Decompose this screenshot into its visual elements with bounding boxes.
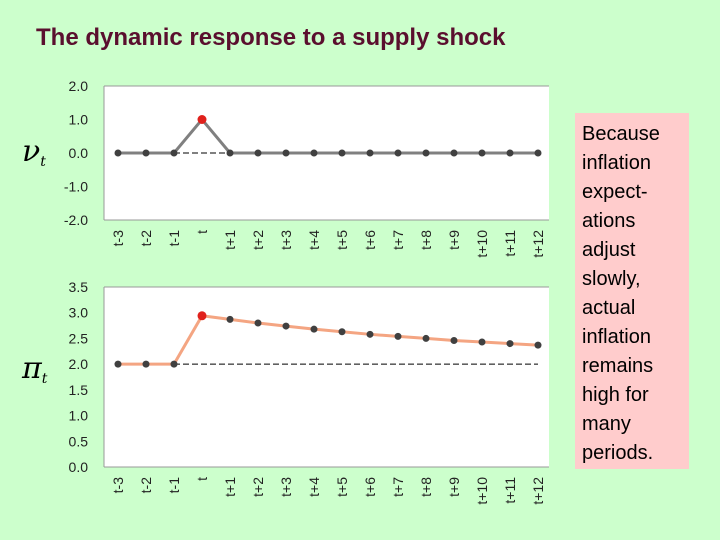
x-tick-label: t+7 bbox=[390, 477, 406, 497]
data-point bbox=[478, 149, 486, 157]
x-tick-label: t+9 bbox=[446, 477, 462, 497]
x-tick-label: t+2 bbox=[250, 477, 266, 497]
x-tick-label: t+11 bbox=[502, 477, 518, 504]
data-point bbox=[310, 325, 318, 333]
data-point bbox=[142, 149, 150, 157]
y-tick-label: 2.5 bbox=[69, 330, 89, 346]
x-tick-label: t+3 bbox=[278, 477, 294, 497]
x-tick-label: t bbox=[194, 230, 210, 234]
data-point bbox=[254, 149, 262, 157]
highlight-point bbox=[197, 115, 207, 124]
explanation-note: Because inflation expect- ations adjust … bbox=[575, 113, 689, 469]
data-point bbox=[170, 360, 178, 368]
data-point bbox=[282, 322, 290, 330]
inflation-chart: 3.5 3.0 2.5 2.0 1.5 1.0 0.5 0.0 t-3 t-2 t-1 t t+1 t+2… bbox=[21, 279, 549, 505]
shock-chart: 2.0 1.0 0.0 -1.0 -2.0 t-3 t-2 t-1 t t+1 t+2 t+3 t+4 t… bbox=[22, 78, 549, 258]
x-tick-label: t+10 bbox=[474, 230, 490, 258]
data-point bbox=[254, 319, 262, 327]
y-axis-symbol: νt bbox=[22, 134, 46, 170]
data-point bbox=[422, 149, 430, 157]
y-tick-label: 3.0 bbox=[69, 305, 89, 321]
data-point bbox=[310, 149, 318, 157]
data-point bbox=[226, 149, 234, 157]
y-tick-label: 0.0 bbox=[69, 459, 89, 475]
data-point bbox=[394, 332, 402, 340]
series-line bbox=[118, 314, 539, 366]
x-tick-label: t+10 bbox=[474, 477, 490, 505]
data-point bbox=[506, 149, 514, 157]
x-tick-label: t+5 bbox=[334, 477, 350, 497]
x-tick-label: t+4 bbox=[306, 477, 322, 497]
data-point bbox=[534, 341, 542, 349]
y-tick-label: 1.5 bbox=[69, 382, 89, 398]
y-tick-label: 3.5 bbox=[69, 279, 89, 295]
x-tick-label: t-1 bbox=[166, 230, 182, 247]
highlight-point bbox=[197, 311, 207, 321]
x-tick-label: t bbox=[194, 477, 210, 481]
x-tick-label: t-3 bbox=[110, 230, 126, 247]
y-tick-label: 1.0 bbox=[69, 408, 89, 424]
x-tick-label: t-2 bbox=[138, 230, 154, 247]
x-tick-label: t+8 bbox=[418, 230, 434, 250]
y-tick-label: 2.0 bbox=[69, 78, 89, 94]
data-point bbox=[450, 336, 458, 344]
data-point bbox=[506, 340, 514, 348]
data-point bbox=[114, 360, 122, 368]
data-point bbox=[478, 338, 486, 346]
data-point bbox=[450, 149, 458, 157]
x-tick-label: t+4 bbox=[306, 230, 322, 250]
data-point bbox=[114, 149, 122, 157]
data-point bbox=[338, 328, 346, 336]
data-point bbox=[366, 149, 374, 157]
data-point bbox=[338, 149, 346, 157]
y-tick-label: 1.0 bbox=[69, 112, 89, 128]
x-tick-label: t+3 bbox=[278, 230, 294, 250]
data-point bbox=[422, 334, 430, 342]
x-tick-label: t+8 bbox=[418, 477, 434, 497]
x-tick-label: t+12 bbox=[530, 230, 546, 258]
slide-title: The dynamic response to a supply shock bbox=[36, 24, 506, 51]
data-point bbox=[534, 149, 542, 157]
x-tick-label: t+5 bbox=[334, 230, 350, 250]
x-tick-label: t-3 bbox=[110, 477, 126, 494]
plot-area bbox=[104, 287, 549, 467]
y-tick-label: 2.0 bbox=[69, 356, 89, 372]
x-tick-label: t+12 bbox=[530, 477, 546, 505]
x-tick-label: t+6 bbox=[362, 477, 378, 497]
x-tick-label: t+1 bbox=[222, 477, 238, 497]
data-point bbox=[366, 330, 374, 338]
data-point bbox=[142, 360, 150, 368]
series-line bbox=[118, 117, 538, 155]
y-tick-label: -2.0 bbox=[64, 212, 88, 228]
x-tick-label: t-1 bbox=[166, 477, 182, 494]
x-tick-label: t+11 bbox=[502, 230, 518, 257]
x-tick-label: t+9 bbox=[446, 230, 462, 250]
y-tick-label: 0.0 bbox=[69, 145, 89, 161]
data-point bbox=[170, 149, 178, 157]
y-tick-label: -1.0 bbox=[64, 179, 88, 195]
y-tick-label: 0.5 bbox=[69, 433, 89, 449]
y-axis-symbol: πt bbox=[21, 351, 48, 387]
data-point bbox=[226, 315, 234, 323]
x-tick-label: t+7 bbox=[390, 230, 406, 250]
x-tick-label: t+2 bbox=[250, 230, 266, 250]
data-point bbox=[282, 149, 290, 157]
data-point bbox=[394, 149, 402, 157]
x-tick-label: t+6 bbox=[362, 230, 378, 250]
x-tick-label: t+1 bbox=[222, 230, 238, 250]
x-tick-label: t-2 bbox=[138, 477, 154, 494]
